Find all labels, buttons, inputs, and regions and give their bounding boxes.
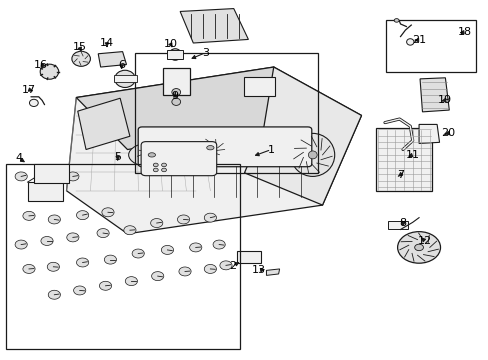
Ellipse shape xyxy=(42,176,55,184)
Text: 8: 8 xyxy=(399,218,406,228)
Ellipse shape xyxy=(40,64,59,79)
Bar xyxy=(114,75,137,82)
Ellipse shape xyxy=(179,267,191,276)
Ellipse shape xyxy=(393,19,398,22)
Ellipse shape xyxy=(414,244,423,251)
Ellipse shape xyxy=(204,213,216,222)
Ellipse shape xyxy=(161,246,173,255)
Text: 6: 6 xyxy=(118,59,125,69)
Text: 15: 15 xyxy=(73,42,86,52)
Ellipse shape xyxy=(67,172,79,181)
Text: 19: 19 xyxy=(436,95,450,105)
Ellipse shape xyxy=(406,39,413,45)
FancyBboxPatch shape xyxy=(141,141,216,176)
Ellipse shape xyxy=(308,151,317,159)
Ellipse shape xyxy=(151,272,163,280)
Text: 17: 17 xyxy=(22,85,36,95)
Ellipse shape xyxy=(41,237,53,246)
Ellipse shape xyxy=(132,249,144,258)
Ellipse shape xyxy=(67,233,79,242)
Bar xyxy=(167,50,183,59)
Bar xyxy=(244,77,274,96)
Text: 14: 14 xyxy=(100,38,114,48)
Ellipse shape xyxy=(99,281,111,290)
Text: 21: 21 xyxy=(411,35,425,45)
Ellipse shape xyxy=(290,134,334,176)
Text: 1: 1 xyxy=(267,144,274,154)
Ellipse shape xyxy=(73,286,85,295)
Bar xyxy=(375,128,431,191)
Bar xyxy=(27,182,62,201)
Polygon shape xyxy=(66,67,361,234)
Ellipse shape xyxy=(76,211,88,220)
Polygon shape xyxy=(266,269,279,275)
Ellipse shape xyxy=(47,262,60,271)
Ellipse shape xyxy=(153,163,158,167)
Bar xyxy=(135,53,317,173)
Text: 3: 3 xyxy=(202,48,208,58)
Ellipse shape xyxy=(397,231,440,263)
Polygon shape xyxy=(98,51,126,67)
Ellipse shape xyxy=(161,163,166,167)
Ellipse shape xyxy=(97,229,109,238)
Polygon shape xyxy=(180,9,248,43)
Text: 7: 7 xyxy=(396,170,403,180)
Text: 4: 4 xyxy=(16,153,23,163)
Ellipse shape xyxy=(15,240,27,249)
Ellipse shape xyxy=(206,145,214,150)
Bar xyxy=(387,221,407,229)
Ellipse shape xyxy=(123,226,136,235)
Polygon shape xyxy=(244,67,361,205)
Ellipse shape xyxy=(48,290,61,299)
Ellipse shape xyxy=(189,243,202,252)
Bar xyxy=(162,68,189,95)
Text: 18: 18 xyxy=(457,27,471,37)
Ellipse shape xyxy=(48,215,61,224)
Ellipse shape xyxy=(23,211,35,220)
Polygon shape xyxy=(419,78,448,112)
Ellipse shape xyxy=(29,99,38,107)
Polygon shape xyxy=(78,98,130,149)
Text: 13: 13 xyxy=(252,265,265,275)
Ellipse shape xyxy=(15,172,27,181)
Ellipse shape xyxy=(150,219,163,228)
Text: 20: 20 xyxy=(440,129,454,138)
Ellipse shape xyxy=(220,261,232,270)
Ellipse shape xyxy=(177,215,189,224)
Text: 16: 16 xyxy=(34,59,48,69)
Text: 5: 5 xyxy=(114,152,121,162)
FancyBboxPatch shape xyxy=(138,127,311,167)
Text: 10: 10 xyxy=(163,39,177,49)
Ellipse shape xyxy=(72,51,90,66)
Ellipse shape xyxy=(76,258,88,267)
Text: 9: 9 xyxy=(171,91,179,101)
Text: 2: 2 xyxy=(228,261,235,271)
Bar xyxy=(385,21,475,72)
Ellipse shape xyxy=(23,265,35,273)
Ellipse shape xyxy=(171,98,180,105)
Ellipse shape xyxy=(187,135,233,160)
Polygon shape xyxy=(76,67,322,149)
Ellipse shape xyxy=(153,168,158,172)
Bar xyxy=(5,164,239,348)
Bar xyxy=(237,251,260,263)
Polygon shape xyxy=(418,125,439,143)
Ellipse shape xyxy=(148,153,155,157)
Ellipse shape xyxy=(125,276,137,285)
Ellipse shape xyxy=(128,143,175,167)
Ellipse shape xyxy=(204,265,216,273)
Ellipse shape xyxy=(102,208,114,217)
Ellipse shape xyxy=(171,89,180,96)
Ellipse shape xyxy=(213,240,225,249)
Ellipse shape xyxy=(115,70,135,87)
Ellipse shape xyxy=(169,49,181,60)
Ellipse shape xyxy=(161,168,166,172)
Bar xyxy=(34,164,69,183)
Ellipse shape xyxy=(104,255,116,264)
Text: 12: 12 xyxy=(417,236,431,246)
Text: 11: 11 xyxy=(405,150,419,160)
